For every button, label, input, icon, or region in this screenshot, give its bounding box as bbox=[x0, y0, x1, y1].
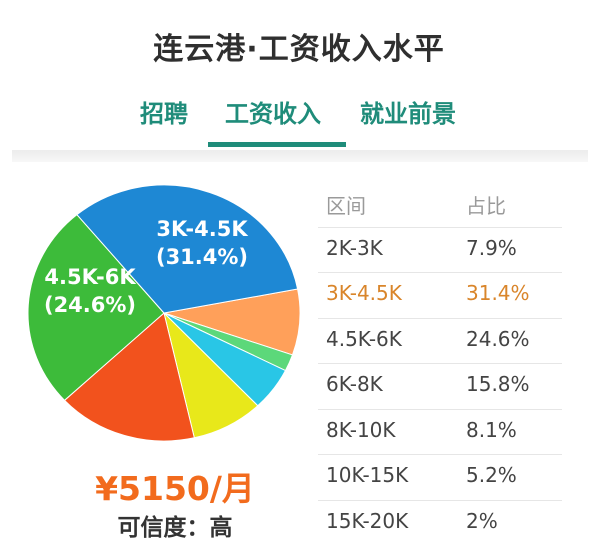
percentage-cell: 2% bbox=[466, 508, 498, 533]
range-cell: 8K-10K bbox=[326, 417, 396, 442]
table-row: 10K-15K 5.2% bbox=[318, 455, 562, 501]
confidence-level: 可信度：高 bbox=[117, 515, 233, 541]
percentage-cell: 5.2% bbox=[466, 463, 517, 487]
table-row: 2K-3K 7.9% bbox=[318, 228, 562, 273]
page-header: 连云港·工资收入水平 招聘 工资收入 就业前景 bbox=[0, 0, 598, 150]
pie-svg: 3K-4.5K (31.4%) 4.5K-6K (24.6%) bbox=[27, 184, 301, 442]
range-cell: 2K-3K bbox=[326, 235, 383, 260]
slice-label-4-5k-6k-range: 4.5K-6K bbox=[44, 265, 136, 289]
slice-label-3k-4-5k-pct: (31.4%) bbox=[156, 245, 248, 269]
percentage-cell: 7.9% bbox=[466, 235, 517, 260]
tab-salary-income[interactable]: 工资收入 bbox=[225, 100, 321, 128]
salary-pie-chart: 3K-4.5K (31.4%) 4.5K-6K (24.6%) bbox=[24, 182, 304, 444]
average-salary: ¥5150/月 bbox=[95, 469, 255, 508]
slice-label-4-5k-6k-pct: (24.6%) bbox=[44, 293, 136, 317]
slice-label-3k-4-5k-range: 3K-4.5K bbox=[156, 217, 248, 241]
table-row: 8K-10K 8.1% bbox=[318, 410, 562, 455]
percentage-cell: 8.1% bbox=[466, 417, 517, 442]
header-range: 区间 bbox=[326, 194, 366, 218]
range-cell: 3K-4.5K bbox=[326, 281, 402, 305]
pie-slice-4-5k-6k bbox=[27, 213, 165, 401]
table-header-row: 区间 占比 bbox=[318, 182, 562, 228]
percentage-cell: 24.6% bbox=[466, 326, 530, 351]
tab-bar: 招聘 工资收入 就业前景 bbox=[0, 86, 598, 150]
salary-distribution-table: 区间 占比 2K-3K 7.9% 3K-4.5K 31.4% 4.5K-6K 2… bbox=[318, 182, 562, 545]
page-title: 连云港·工资收入水平 bbox=[153, 32, 445, 67]
range-cell: 4.5K-6K bbox=[326, 326, 402, 351]
header-percentage: 占比 bbox=[466, 194, 506, 218]
table-row: 15K-20K 2% bbox=[318, 501, 562, 546]
range-cell: 15K-20K bbox=[326, 508, 409, 533]
percentage-cell: 15.8% bbox=[466, 372, 530, 396]
pie-slice-6k-8k bbox=[63, 312, 195, 442]
active-tab-indicator bbox=[208, 142, 346, 147]
table-row: 4.5K-6K 24.6% bbox=[318, 319, 562, 364]
percentage-cell: 31.4% bbox=[466, 281, 530, 305]
tab-recruitment[interactable]: 招聘 bbox=[140, 100, 188, 128]
tab-employment-outlook[interactable]: 就业前景 bbox=[360, 100, 456, 128]
section-divider bbox=[12, 150, 588, 162]
pie-slice-3k-4-5k bbox=[76, 184, 299, 314]
range-cell: 6K-8K bbox=[326, 372, 383, 396]
table-row: 6K-8K 15.8% bbox=[318, 364, 562, 410]
table-row-highlighted: 3K-4.5K 31.4% bbox=[318, 273, 562, 319]
range-cell: 10K-15K bbox=[326, 463, 409, 487]
